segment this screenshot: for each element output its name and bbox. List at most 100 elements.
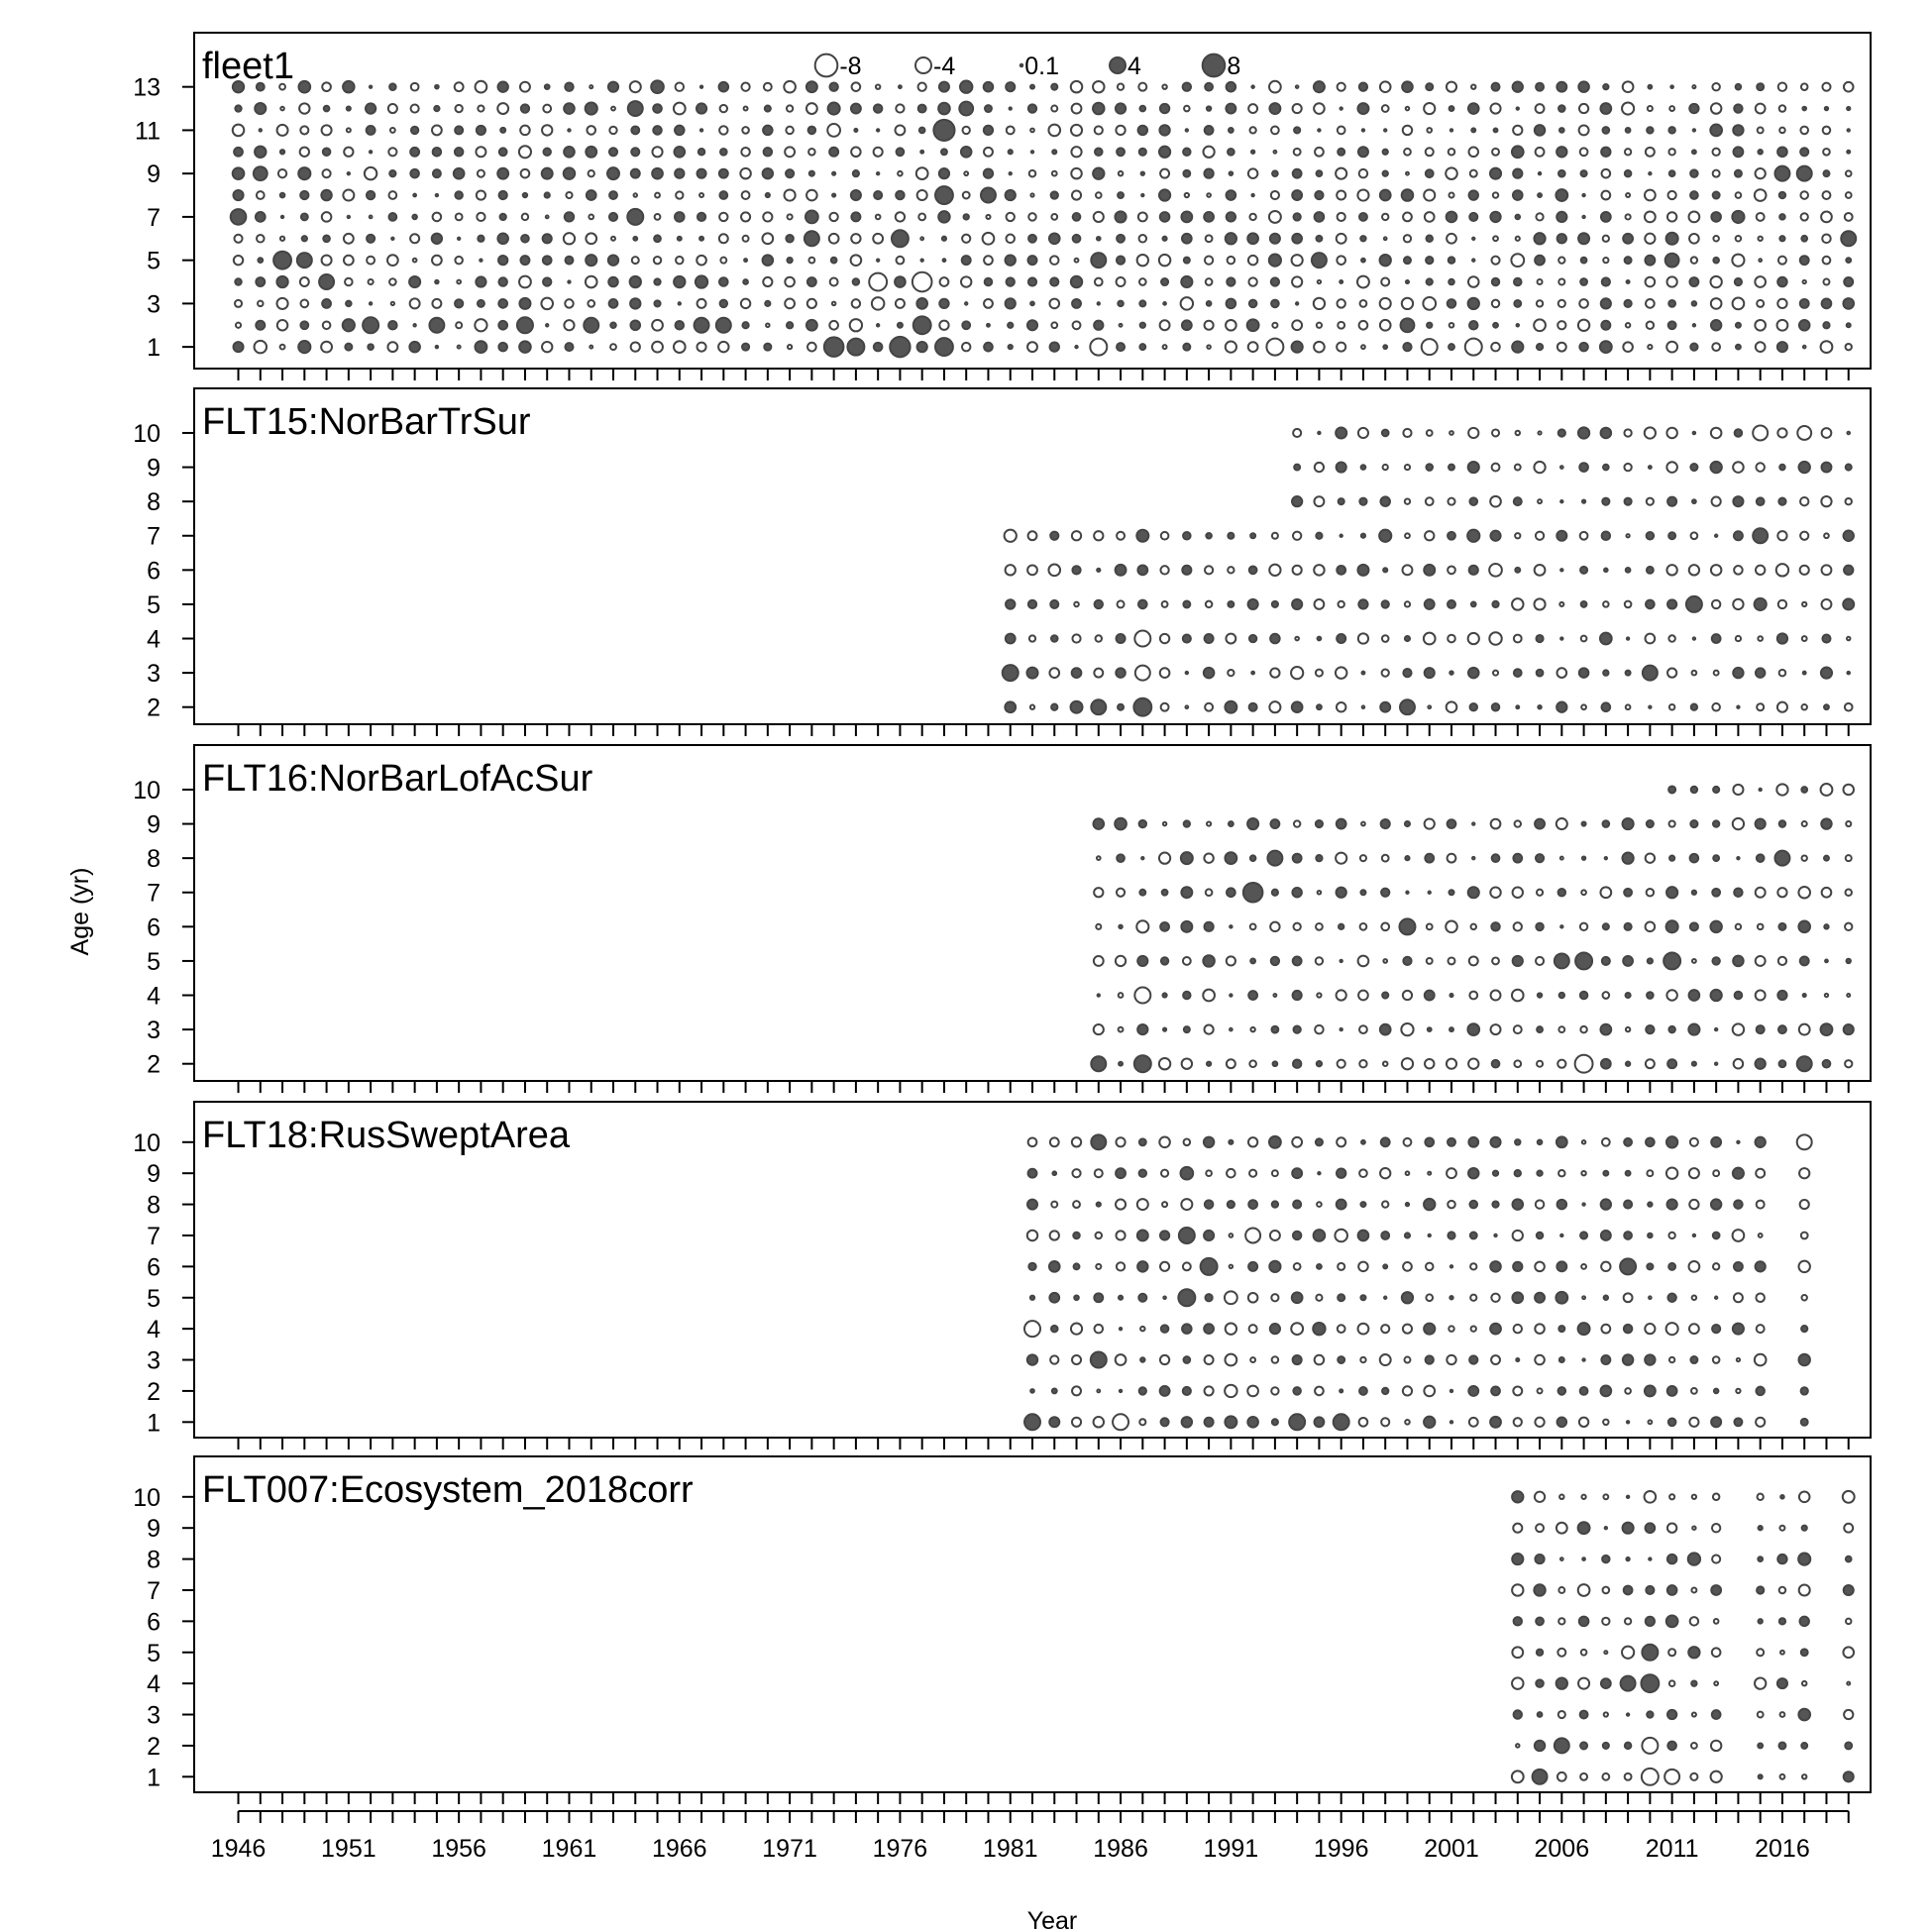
residual-bubble [563,211,576,223]
residual-bubble [564,298,575,309]
residual-bubble [1467,1384,1480,1397]
residual-bubble [1313,1353,1326,1366]
residual-bubble [1225,297,1237,310]
residual-bubble [433,104,441,113]
residual-bubble [1420,338,1439,357]
residual-bubble [1580,1262,1588,1270]
residual-bubble [1601,991,1611,1000]
residual-bubble [1600,189,1612,201]
residual-bubble [363,165,378,181]
residual-bubble [476,298,485,308]
residual-bubble [278,235,286,242]
residual-bubble [940,148,948,157]
residual-bubble [1536,1025,1544,1034]
residual-bubble [1199,1256,1219,1276]
residual-bubble [1643,1489,1658,1504]
residual-bubble [1180,319,1193,332]
residual-bubble [1138,299,1147,308]
residual-bubble [1316,1262,1323,1270]
residual-bubble [1360,128,1366,133]
residual-bubble [1511,1646,1525,1660]
residual-bubble [1623,168,1633,178]
residual-bubble [1293,126,1302,135]
residual-bubble [299,212,309,222]
x-tick-label: 1966 [652,1835,707,1863]
residual-bubble [1732,954,1745,968]
residual-bubble [1401,124,1414,137]
residual-bubble [1424,168,1435,179]
residual-bubble [1512,1323,1524,1335]
residual-bubble [1581,1357,1586,1362]
residual-bubble [917,126,926,135]
residual-bubble [1553,952,1570,970]
residual-bubble [982,124,995,137]
residual-bubble [1490,428,1501,438]
residual-bubble [1778,126,1786,135]
residual-bubble [1449,1264,1454,1269]
residual-bubble [1666,598,1678,610]
residual-bubble [1245,318,1260,333]
residual-bubble [1426,127,1434,134]
residual-bubble [477,234,485,243]
residual-bubble [1403,1355,1412,1364]
y-tick-label: 10 [133,1484,161,1512]
residual-bubble [761,254,775,267]
residual-bubble [231,123,246,138]
x-tick-label: 2001 [1424,1835,1479,1863]
residual-bubble [1312,296,1327,311]
residual-bubble [1047,232,1061,246]
residual-bubble [1647,1201,1654,1208]
residual-bubble [1579,256,1588,265]
residual-bubble [1446,1167,1457,1180]
residual-bubble [1250,670,1256,676]
residual-bubble [1336,1324,1346,1335]
residual-bubble [1246,1136,1259,1148]
residual-bubble [741,321,750,330]
residual-bubble [1488,562,1503,578]
residual-bubble [607,211,619,222]
residual-bubble [1184,670,1190,676]
residual-bubble [1359,532,1367,539]
residual-bubble [1378,188,1392,202]
residual-bubble [1579,169,1588,178]
residual-bubble [872,103,884,114]
residual-bubble [1668,105,1676,112]
residual-bubble [1535,212,1545,222]
residual-bubble [1336,255,1346,266]
residual-bubble [563,319,576,332]
residual-bubble [849,102,862,115]
residual-bubble [387,212,398,222]
residual-bubble [1427,890,1432,895]
residual-bubble [1514,235,1521,242]
residual-bubble [1241,881,1264,904]
residual-bubble [1290,254,1304,268]
residual-bubble [1648,704,1653,709]
residual-bubble [1359,889,1367,897]
residual-bubble [1602,463,1610,472]
residual-bubble [628,274,642,289]
residual-bubble [1844,191,1853,199]
residual-bubble [1624,669,1632,677]
residual-bubble [279,214,285,220]
residual-bubble [1382,1263,1389,1270]
residual-bubble [1488,166,1503,180]
residual-bubble [1776,297,1788,310]
residual-bubble [1357,598,1369,610]
residual-bubble [1756,702,1766,712]
residual-bubble [1732,146,1745,159]
residual-bubble [1711,1554,1722,1564]
residual-bubble [1225,632,1237,645]
residual-bubble [890,229,910,249]
residual-bubble [1557,127,1565,134]
residual-bubble [1314,1137,1324,1147]
residual-bubble [806,341,817,353]
residual-bubble [1641,664,1659,682]
residual-bubble [1115,1167,1127,1180]
residual-bubble [1267,209,1282,224]
residual-bubble [828,146,840,158]
residual-bubble [1647,465,1653,471]
residual-bubble [1047,1260,1061,1273]
residual-bubble [1271,321,1279,329]
residual-bubble [1291,167,1303,179]
residual-bubble [1754,1135,1767,1148]
